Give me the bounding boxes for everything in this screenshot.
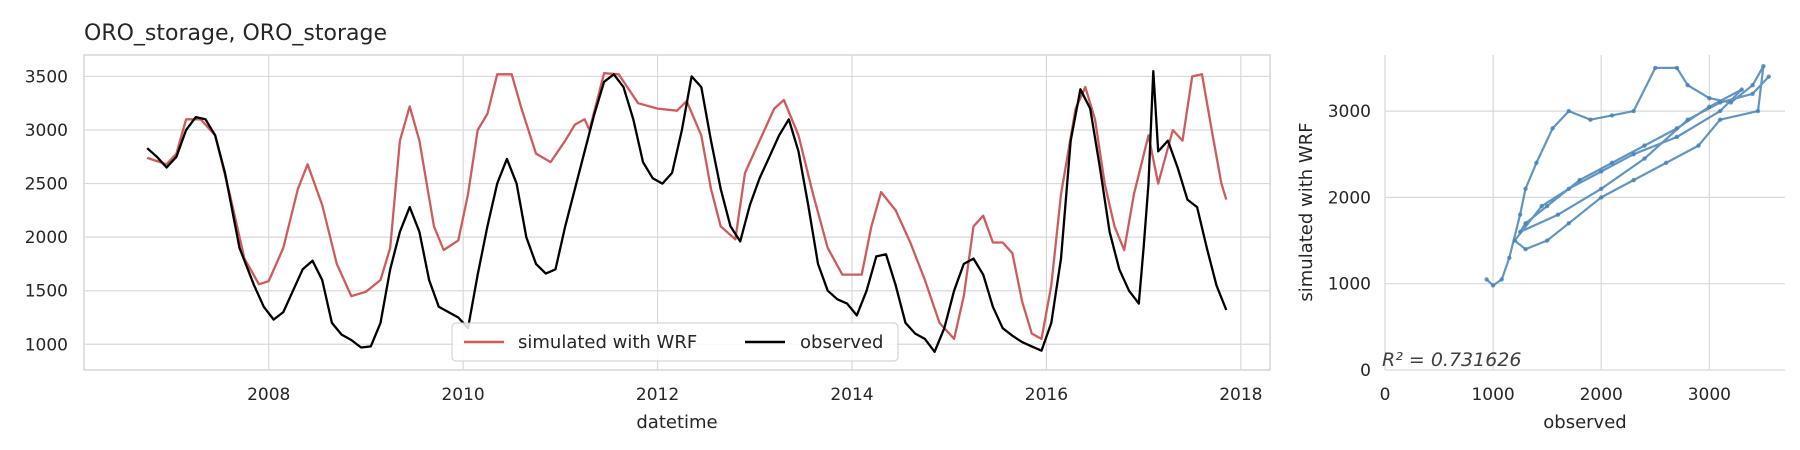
y-tick-label: 1000 — [25, 335, 68, 355]
timeseries-grid — [84, 55, 1270, 370]
x-tick-label: 2010 — [441, 385, 484, 405]
scatter-point — [1674, 126, 1680, 131]
y-tick-label: 1500 — [25, 282, 68, 302]
scatter-point — [1499, 277, 1504, 282]
timeseries-tick-labels: 2008 2010 2012 2014 2016 2018 1000 1500 2000 2500… — [25, 67, 1263, 405]
scatter-point — [1728, 100, 1734, 105]
legend: simulated with WRF observed — [451, 322, 899, 362]
scatter-point — [1696, 143, 1701, 148]
scatter-point — [1761, 64, 1766, 69]
x-tick-label: 2018 — [1219, 385, 1262, 405]
scatter-point — [1507, 255, 1512, 261]
x-tick-label: 2008 — [247, 385, 290, 405]
scatter-point — [1755, 108, 1761, 114]
scatter-point — [1512, 238, 1517, 243]
y-tick-label: 3000 — [25, 121, 68, 141]
scatter-y-tick-label: 1000 — [1328, 275, 1371, 295]
scatter-point — [1750, 91, 1755, 97]
scatter-y-tick-label: 3000 — [1328, 102, 1371, 122]
scatter-point — [1739, 87, 1744, 92]
scatter-x-tick-label: 3000 — [1688, 385, 1731, 405]
scatter-point — [1490, 283, 1496, 288]
x-tick-label: 2014 — [830, 385, 873, 405]
scatter-point — [1566, 221, 1571, 226]
timeseries-lines — [146, 69, 1228, 353]
scatter-point — [1599, 169, 1604, 174]
scatter-x-tick-label: 1000 — [1471, 385, 1514, 405]
scatter-point — [1566, 186, 1571, 191]
scatter-point — [1685, 83, 1690, 88]
x-tick-label: 2012 — [636, 385, 679, 405]
scatter-point — [1717, 100, 1723, 105]
scatter-point — [1484, 277, 1489, 282]
scatter-point — [1544, 203, 1550, 209]
y-tick-label: 3500 — [25, 67, 68, 87]
x-tick-label: 2016 — [1025, 385, 1068, 405]
scatter-point — [1609, 113, 1615, 118]
scatter-point — [1685, 117, 1690, 122]
scatter-point — [1523, 221, 1528, 226]
scatter-point — [1631, 177, 1636, 183]
scatter-point — [1588, 117, 1593, 122]
scatter-point — [1523, 246, 1528, 252]
scatter-point — [1717, 108, 1723, 114]
timeseries-panel: ORO_storage, ORO_storage 2008 2010 2012 201… — [25, 21, 1271, 433]
scatter-point — [1550, 126, 1555, 131]
scatter-plot-frame — [1385, 55, 1785, 370]
scatter-y-tick-label: 0 — [1360, 361, 1371, 381]
legend-label-observed: observed — [800, 332, 883, 353]
scatter-point — [1517, 212, 1523, 217]
scatter-tick-labels: 0 1000 2000 3000 0 1000 2000 3000 — [1328, 102, 1731, 405]
r-squared-annotation: R² = 0.731626 — [1382, 349, 1521, 371]
legend-box — [451, 322, 899, 362]
timeseries-plot-frame — [83, 54, 1271, 371]
observed-series-line — [146, 69, 1228, 353]
scatter-point — [1523, 186, 1528, 191]
scatter-xlabel: observed — [1543, 412, 1626, 433]
scatter-point — [1544, 238, 1550, 243]
scatter-point — [1555, 212, 1561, 217]
y-tick-label: 2000 — [25, 228, 68, 248]
scatter-point — [1566, 108, 1571, 114]
scatter-points — [1484, 64, 1771, 288]
scatter-x-tick-label: 0 — [1380, 385, 1391, 405]
scatter-point — [1539, 203, 1544, 209]
scatter-point — [1750, 83, 1755, 88]
scatter-point — [1599, 195, 1604, 200]
scatter-point — [1674, 134, 1680, 140]
scatter-y-tick-label: 2000 — [1328, 188, 1371, 208]
scatter-point — [1642, 156, 1647, 161]
y-tick-label: 2500 — [25, 175, 68, 195]
scatter-point — [1609, 160, 1615, 166]
scatter-panel: 0 1000 2000 3000 0 1000 2000 3000 observed simu… — [1296, 55, 1785, 433]
scatter-point — [1599, 186, 1604, 191]
scatter-point — [1707, 104, 1712, 109]
scatter-point — [1663, 160, 1669, 166]
scatter-point — [1653, 65, 1658, 71]
scatter-point — [1642, 143, 1647, 148]
scatter-x-tick-label: 2000 — [1580, 385, 1623, 405]
scatter-point — [1717, 117, 1723, 122]
legend-label-simulated: simulated with WRF — [518, 332, 697, 353]
scatter-ylabel: simulated with WRF — [1296, 122, 1317, 301]
scatter-point — [1534, 160, 1539, 166]
scatter-point — [1631, 108, 1636, 114]
scatter-point — [1674, 65, 1680, 71]
scatter-point — [1766, 74, 1771, 79]
timeseries-title: ORO_storage, ORO_storage — [84, 21, 387, 46]
scatter-point — [1631, 152, 1636, 157]
scatter-point — [1577, 177, 1582, 183]
scatter-point — [1707, 95, 1712, 101]
timeseries-xlabel: datetime — [636, 412, 717, 433]
scatter-point — [1517, 229, 1523, 235]
